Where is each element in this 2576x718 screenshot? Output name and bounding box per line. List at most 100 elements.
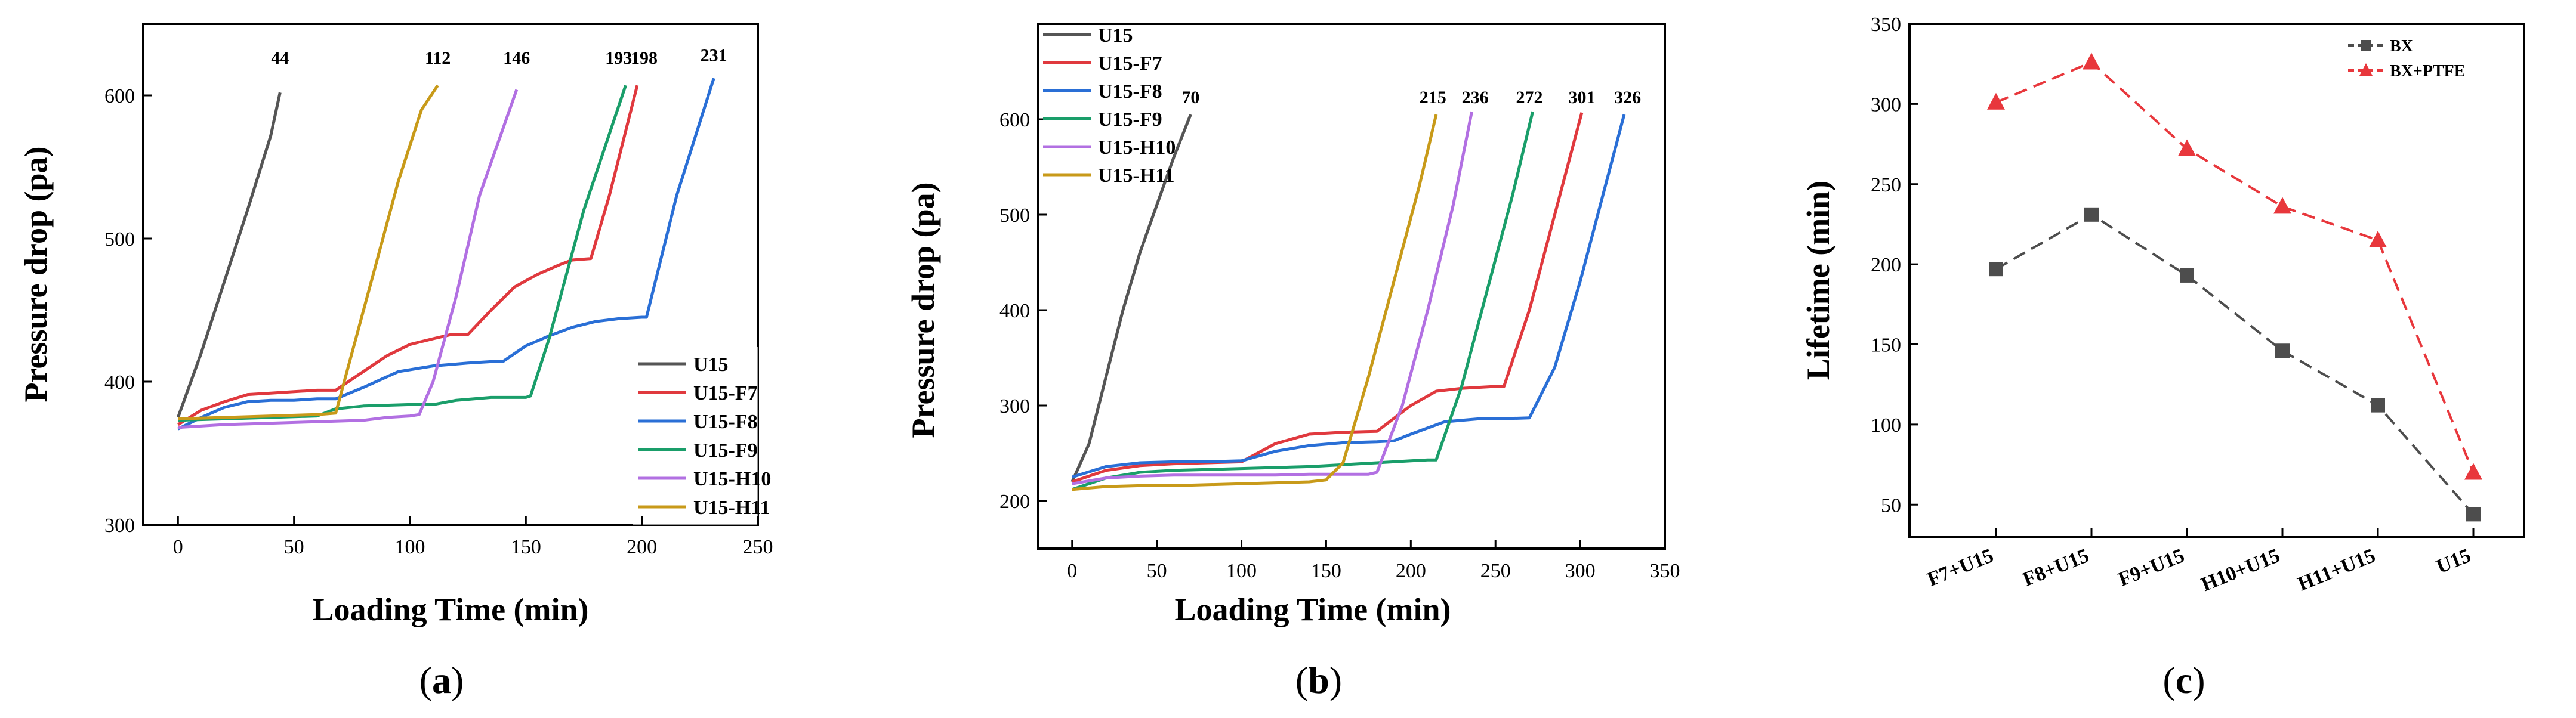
x-axis-label-b: Loading Time (min) bbox=[1174, 592, 1451, 627]
legend-label-u15: U15 bbox=[1098, 24, 1133, 47]
panel-label-c: (c) bbox=[2162, 659, 2205, 701]
y-tick-label: 400 bbox=[104, 372, 135, 394]
legend-label-u15-h10: U15-H10 bbox=[1098, 137, 1176, 159]
series-line-u15-f8 bbox=[1072, 114, 1626, 479]
x-tick-label: 150 bbox=[1311, 560, 1341, 582]
x-category-label: F9+U15 bbox=[2115, 544, 2188, 591]
data-point-bx-ptfe bbox=[2083, 52, 2100, 70]
end-time-annotation: 146 bbox=[503, 48, 530, 68]
series-line-u15-h11 bbox=[1072, 114, 1438, 491]
data-point-bx-ptfe bbox=[1987, 92, 2005, 110]
y-axis-label-c: Lifetime (min) bbox=[1800, 181, 1836, 380]
y-tick-label: 600 bbox=[104, 85, 135, 107]
data-point-bx-ptfe bbox=[2178, 139, 2196, 156]
legend-marker-bx-ptfe bbox=[2359, 63, 2373, 76]
plot-frame-c bbox=[1908, 23, 2525, 538]
x-tick-label: 350 bbox=[1650, 560, 1680, 582]
end-time-annotation: 231 bbox=[701, 45, 727, 65]
y-tick-label: 100 bbox=[1871, 414, 1901, 437]
plot-frame-b bbox=[1037, 23, 1666, 550]
y-tick-label: 500 bbox=[104, 228, 135, 250]
end-time-annotation: 112 bbox=[425, 48, 451, 68]
end-time-annotation: 215 bbox=[1420, 88, 1446, 107]
x-category-label: H10+U15 bbox=[2198, 544, 2283, 596]
series-line-u15-f7 bbox=[177, 85, 639, 426]
y-tick-label: 600 bbox=[999, 109, 1030, 131]
data-point-bx bbox=[1989, 262, 2003, 277]
x-tick-label: 150 bbox=[511, 536, 541, 558]
legend-label-u15: U15 bbox=[693, 354, 729, 376]
x-tick-label: 100 bbox=[394, 536, 425, 558]
y-tick-label: 300 bbox=[104, 515, 135, 537]
legend-label-u15-f8: U15-F8 bbox=[693, 411, 758, 433]
end-time-annotation: 272 bbox=[1516, 88, 1542, 107]
series-line-u15-h10 bbox=[1072, 111, 1473, 485]
y-tick-label: 500 bbox=[999, 205, 1030, 227]
end-time-annotation: 193 bbox=[605, 48, 632, 68]
x-axis-label-a: Loading Time (min) bbox=[312, 592, 588, 627]
series-line-u15-h10 bbox=[178, 89, 519, 429]
panel-label-b: (b) bbox=[1295, 659, 1342, 701]
legend-label-u15-h10: U15-H10 bbox=[693, 468, 771, 490]
end-time-annotation: 44 bbox=[271, 48, 289, 68]
x-tick-label: 50 bbox=[1147, 560, 1167, 582]
legend-label-u15-f9: U15-F9 bbox=[1098, 109, 1162, 131]
x-category-label: F7+U15 bbox=[1924, 544, 1997, 591]
y-axis-label-a: Pressure drop (pa) bbox=[18, 146, 54, 402]
series-line-bx+ptfe bbox=[1995, 61, 2475, 473]
data-point-bx bbox=[2275, 343, 2290, 358]
series-line-u15 bbox=[1070, 114, 1192, 483]
legend-label-bx+ptfe: BX+PTFE bbox=[2390, 62, 2465, 81]
legend-box-a bbox=[633, 347, 758, 525]
series-line-u15 bbox=[176, 92, 282, 418]
chart-panel-c: Lifetime (min) 50 100 150 200 250 300 350 F7+U1… bbox=[1800, 14, 2525, 596]
x-tick-label: 50 bbox=[284, 536, 304, 558]
data-point-bx bbox=[2180, 268, 2194, 283]
end-time-annotation: 301 bbox=[1568, 88, 1595, 107]
legend-label-u15-h11: U15-H11 bbox=[1098, 165, 1174, 187]
panel-label-a: (a) bbox=[419, 659, 464, 701]
y-tick-label: 400 bbox=[999, 300, 1030, 322]
x-category-label: F8+U15 bbox=[2020, 544, 2092, 591]
end-time-annotation: 70 bbox=[1181, 88, 1199, 107]
x-tick-label: 300 bbox=[1565, 560, 1596, 582]
x-category-label: U15 bbox=[2433, 544, 2474, 578]
x-tick-label: 100 bbox=[1226, 560, 1257, 582]
y-tick-label: 300 bbox=[1871, 94, 1901, 116]
legend-label-bx: BX bbox=[2390, 37, 2413, 55]
chart-panel-a: Loading Time (min) Pressure drop (pa) 0 5… bbox=[18, 23, 773, 627]
y-tick-label: 250 bbox=[1871, 174, 1901, 196]
svg-text:(c): (c) bbox=[2162, 659, 2205, 701]
legend-label-u15-f7: U15-F7 bbox=[693, 382, 758, 404]
y-tick-label: 350 bbox=[1871, 14, 1901, 36]
legend-label-u15-h11: U15-H11 bbox=[693, 497, 770, 519]
legend-label-u15-f7: U15-F7 bbox=[1098, 52, 1162, 75]
svg-text:(a): (a) bbox=[419, 659, 464, 701]
chart-panel-b: Loading Time (min) Pressure drop (pa) 0 5… bbox=[905, 23, 1680, 627]
data-point-bx-ptfe bbox=[2369, 230, 2387, 247]
y-tick-label: 200 bbox=[1871, 254, 1901, 276]
x-tick-label: 0 bbox=[1067, 560, 1077, 582]
series-line-bx bbox=[1995, 213, 2475, 515]
legend-label-u15-f9: U15-F9 bbox=[693, 440, 758, 462]
series-line-u15-f7 bbox=[1071, 112, 1584, 484]
y-tick-label: 200 bbox=[999, 491, 1030, 513]
end-time-annotation: 326 bbox=[1614, 88, 1641, 107]
panel-letter-a: a bbox=[432, 659, 451, 701]
legend-label-u15-f8: U15-F8 bbox=[1098, 81, 1162, 103]
data-point-bx-ptfe bbox=[2464, 463, 2482, 480]
y-axis-label-b: Pressure drop (pa) bbox=[905, 182, 941, 438]
x-tick-label: 0 bbox=[173, 536, 183, 558]
y-tick-label: 300 bbox=[999, 395, 1030, 417]
x-tick-label: 250 bbox=[743, 536, 773, 558]
plot-frame-a bbox=[142, 23, 759, 526]
panel-letter-c: c bbox=[2176, 659, 2192, 701]
y-tick-label: 150 bbox=[1871, 335, 1901, 357]
svg-text:(b): (b) bbox=[1295, 659, 1342, 701]
panel-letter-b: b bbox=[1308, 659, 1329, 701]
data-point-bx bbox=[2371, 398, 2385, 413]
data-point-bx bbox=[2466, 507, 2481, 522]
x-tick-label: 200 bbox=[1396, 560, 1426, 582]
legend-marker-bx bbox=[2361, 40, 2371, 51]
